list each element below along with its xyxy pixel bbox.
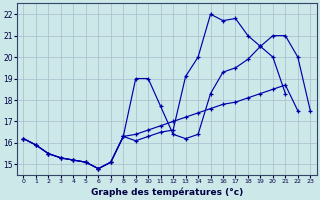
X-axis label: Graphe des températures (°c): Graphe des températures (°c): [91, 187, 243, 197]
